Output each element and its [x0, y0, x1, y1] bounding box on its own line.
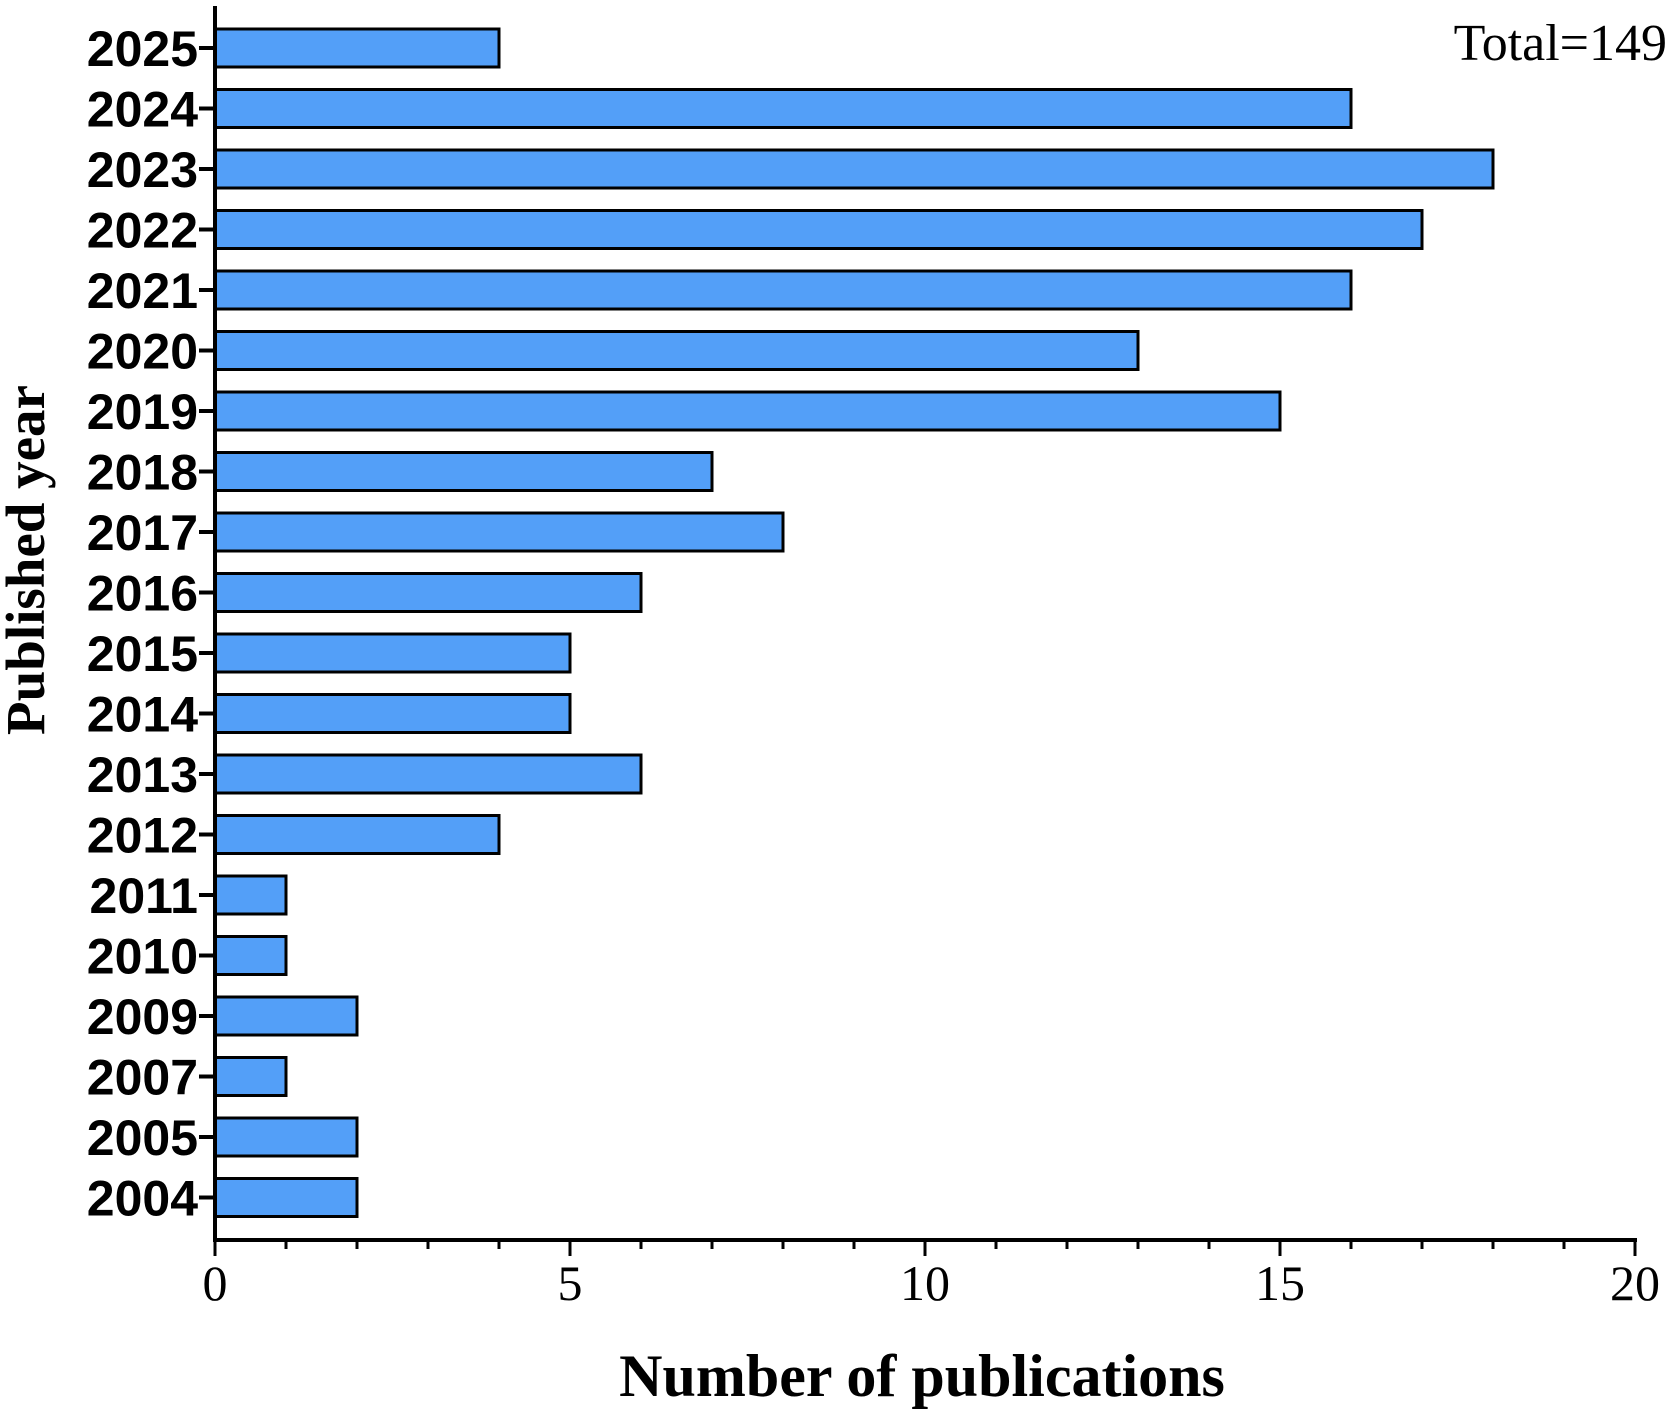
bar-2013: [213, 753, 643, 795]
bar-2020: [213, 330, 1140, 371]
bar-2018: [213, 451, 714, 492]
y-tick-label: 2023: [87, 142, 198, 198]
y-tick-label: 2021: [87, 263, 198, 319]
x-tick-label: 5: [558, 1255, 583, 1311]
y-tick-label: 2019: [87, 384, 198, 440]
bar-2010: [213, 935, 288, 976]
y-tick-label: 2009: [87, 989, 198, 1045]
bars-group: [213, 27, 1495, 1218]
y-axis-title: Published year: [0, 385, 56, 735]
y-tick-label: 2010: [87, 929, 198, 985]
bar-2014: [213, 693, 572, 734]
bar-2016: [213, 572, 643, 613]
y-tick-label: 2024: [87, 82, 198, 138]
x-tick-label: 15: [1255, 1255, 1305, 1311]
x-axis-ticks: 0 5 10 15 20: [203, 1240, 1660, 1311]
bar-2022: [213, 209, 1424, 250]
bar-2023: [213, 148, 1495, 190]
bar-2025: [213, 27, 501, 69]
bar-2004: [213, 1177, 359, 1218]
y-tick-label: 2025: [87, 21, 198, 77]
bar-2024: [213, 88, 1353, 129]
bar-2011: [213, 874, 288, 916]
y-tick-label: 2004: [87, 1171, 198, 1227]
total-annotation: Total=149: [1454, 15, 1667, 72]
y-tick-label: 2020: [87, 324, 198, 380]
y-tick-label: 2007: [87, 1050, 198, 1106]
bar-2012: [213, 814, 501, 855]
bar-2007: [213, 1056, 288, 1097]
bar-2019: [213, 390, 1282, 432]
y-tick-label: 2015: [87, 626, 198, 682]
y-tick-label: 2022: [87, 203, 198, 259]
y-tick-label: 2017: [87, 505, 198, 561]
bar-2015: [213, 632, 572, 674]
x-tick-label: 0: [203, 1255, 228, 1311]
y-tick-label: 2005: [87, 1110, 198, 1166]
bar-2005: [213, 1116, 359, 1158]
bar-2009: [213, 995, 359, 1037]
x-axis-title: Number of publications: [619, 1343, 1225, 1409]
y-axis-ticks: 2025202420232022202120202019201820172016…: [87, 21, 215, 1227]
y-tick-label: 2011: [90, 868, 198, 924]
y-tick-label: 2013: [87, 747, 198, 803]
y-tick-label: 2018: [87, 445, 198, 501]
x-tick-label: 10: [900, 1255, 950, 1311]
y-tick-label: 2016: [87, 566, 198, 622]
y-tick-label: 2012: [87, 808, 198, 864]
bar-2021: [213, 269, 1353, 311]
bar-2017: [213, 511, 785, 553]
y-tick-label: 2014: [87, 687, 198, 743]
x-tick-label: 20: [1610, 1255, 1660, 1311]
